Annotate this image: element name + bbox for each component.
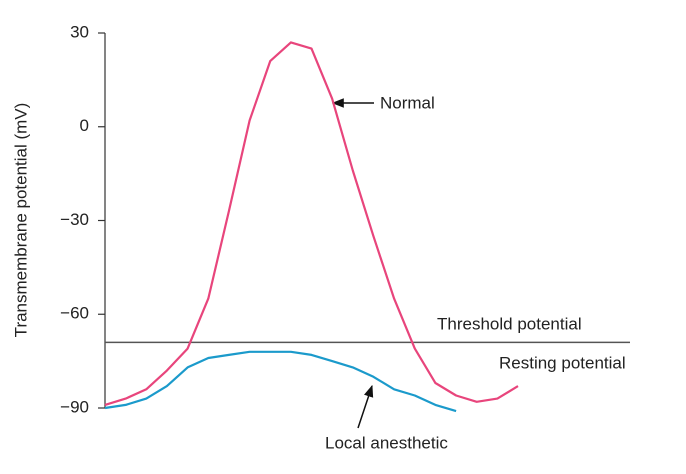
normal-label: Normal [380,93,435,112]
threshold-label: Threshold potential [437,314,582,333]
y-axis-label: Transmembrane potential (mV) [11,103,30,338]
series-line [104,41,519,406]
anesthetic-arrow [357,384,374,429]
y-tick-label: 30 [70,22,89,41]
anesthetic-label: Local anesthetic [325,433,448,452]
y-tick-label: −30 [60,210,89,229]
y-tick-label: −90 [60,397,89,416]
resting-label: Resting potential [499,353,626,372]
series-line [104,350,457,413]
y-tick-label: −60 [60,304,89,323]
y-tick-label: 0 [80,116,89,135]
